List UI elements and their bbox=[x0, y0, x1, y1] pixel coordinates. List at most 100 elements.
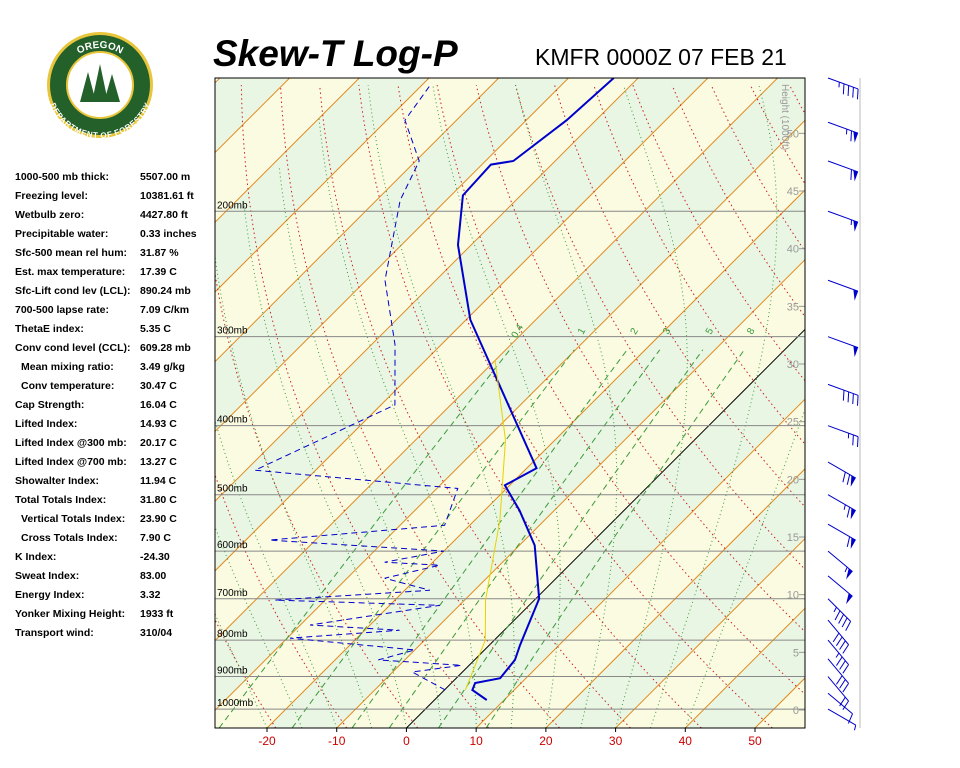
logo: OREGON DEPARTMENT OF FORESTRY bbox=[47, 32, 153, 140]
barb-staff bbox=[827, 708, 856, 726]
dry-adiabat bbox=[358, 84, 702, 728]
index-value: 83.00 bbox=[140, 570, 166, 582]
barb-staff bbox=[827, 494, 856, 512]
index-value: 10381.61 ft bbox=[140, 190, 194, 202]
x-tick-label: -20 bbox=[258, 734, 276, 748]
barb-full bbox=[846, 536, 851, 547]
index-label: 700-500 lapse rate: bbox=[15, 304, 109, 316]
dry-adiabat bbox=[215, 473, 348, 728]
index-value: 7.90 C bbox=[140, 532, 171, 544]
dry-adiabat bbox=[868, 85, 960, 728]
barb-pennant bbox=[846, 568, 853, 580]
mixing-ratio-line bbox=[388, 349, 661, 728]
wind-barb bbox=[827, 77, 859, 100]
height-tick-label: 30 bbox=[787, 359, 799, 371]
height-tick-label: 20 bbox=[787, 474, 799, 486]
index-value: 17.39 C bbox=[140, 266, 177, 278]
barb-half bbox=[844, 566, 848, 573]
barb-pennant bbox=[853, 170, 859, 182]
index-label: Sfc-Lift cond lev (LCL): bbox=[15, 285, 131, 297]
wind-barb bbox=[827, 210, 859, 232]
index-label: ThetaE index: bbox=[15, 323, 84, 335]
logo-text: OREGON bbox=[75, 40, 125, 57]
mixing-ratio-label: 1 bbox=[576, 326, 589, 337]
isotherm-band bbox=[215, 78, 805, 711]
barb-staff bbox=[827, 658, 849, 684]
wind-barb bbox=[827, 658, 849, 693]
barb-full bbox=[842, 683, 849, 693]
barb-full bbox=[847, 391, 850, 403]
barb-half bbox=[843, 504, 846, 510]
barb-staff bbox=[827, 550, 853, 573]
index-value: 16.04 C bbox=[140, 399, 177, 411]
pressure-label: 200mb bbox=[217, 200, 248, 211]
barb-full bbox=[842, 644, 849, 654]
logo-tree bbox=[104, 74, 120, 102]
barb-full bbox=[850, 130, 852, 142]
index-label: K Index: bbox=[15, 551, 56, 563]
profile-line bbox=[253, 84, 462, 691]
logo-tree bbox=[92, 64, 108, 102]
isotherm bbox=[215, 78, 360, 223]
moist-adiabat bbox=[615, 84, 688, 728]
dry-adiabat bbox=[946, 85, 960, 728]
dry-adiabat bbox=[436, 84, 805, 695]
index-label: Lifted Index: bbox=[15, 418, 77, 430]
index-value: 609.28 mb bbox=[140, 342, 191, 354]
mixing-ratio-line bbox=[351, 349, 628, 728]
isotherm bbox=[215, 78, 430, 293]
moist-adiabat bbox=[515, 84, 618, 728]
pressure-label: 1000mb bbox=[217, 698, 254, 709]
moist-adiabat bbox=[649, 84, 778, 728]
wind-barb bbox=[827, 523, 856, 549]
barb-full bbox=[847, 713, 853, 724]
barb-staff bbox=[827, 523, 856, 541]
barb-full bbox=[842, 471, 846, 483]
barb-full bbox=[856, 88, 859, 100]
indices: 1000-500 mb thick: 5507.00 m Freezing leve… bbox=[15, 171, 197, 639]
index-value: 31.87 % bbox=[140, 247, 179, 259]
index-value: 23.90 C bbox=[140, 513, 177, 525]
dry-adiabat bbox=[829, 85, 960, 728]
index-value: 11.94 C bbox=[140, 475, 177, 487]
barb-full bbox=[842, 700, 849, 711]
barb-pennant bbox=[850, 508, 856, 520]
index-label: Cross Totals Index: bbox=[21, 532, 118, 544]
dry-adiabat bbox=[593, 84, 805, 445]
barb-full bbox=[842, 664, 849, 674]
x-tick-label: 30 bbox=[609, 734, 623, 748]
wind-barb bbox=[827, 336, 859, 358]
index-label: Yonker Mixing Height: bbox=[15, 608, 125, 620]
barb-staff bbox=[827, 336, 859, 349]
barb-pennant bbox=[853, 345, 859, 358]
index-value: 890.24 mb bbox=[140, 285, 191, 297]
barb-full bbox=[845, 621, 852, 631]
height-tick-label: 35 bbox=[787, 301, 799, 313]
pressure-label: 600mb bbox=[217, 540, 248, 551]
index-label: Conv cond level (CCL): bbox=[15, 342, 131, 354]
isotherm bbox=[475, 398, 805, 728]
barb-staff bbox=[827, 598, 851, 622]
barb-full bbox=[850, 169, 852, 180]
height-tick-label: 0 bbox=[793, 705, 799, 717]
barb-full bbox=[856, 395, 859, 406]
index-value: 14.93 C bbox=[140, 418, 177, 430]
barb-staff bbox=[827, 121, 859, 134]
mixing-ratio-line bbox=[218, 349, 511, 728]
isotherm bbox=[215, 78, 709, 572]
wind-barb bbox=[827, 550, 853, 580]
pressure-label: 500mb bbox=[217, 484, 248, 495]
mixing-ratio-line bbox=[291, 349, 575, 728]
moist-adiabat bbox=[215, 612, 268, 728]
barb-staff bbox=[827, 575, 853, 597]
barb-pennant bbox=[853, 289, 859, 301]
mixing-ratio-label: 5 bbox=[704, 326, 717, 337]
isotherm bbox=[406, 328, 805, 728]
height-tick-label: 5 bbox=[793, 647, 799, 659]
pressure-label: 300mb bbox=[217, 326, 248, 337]
wind-panel bbox=[827, 77, 859, 731]
barb-full bbox=[846, 474, 851, 485]
barb-full bbox=[835, 656, 843, 666]
index-label: Cap Strength: bbox=[15, 399, 84, 411]
